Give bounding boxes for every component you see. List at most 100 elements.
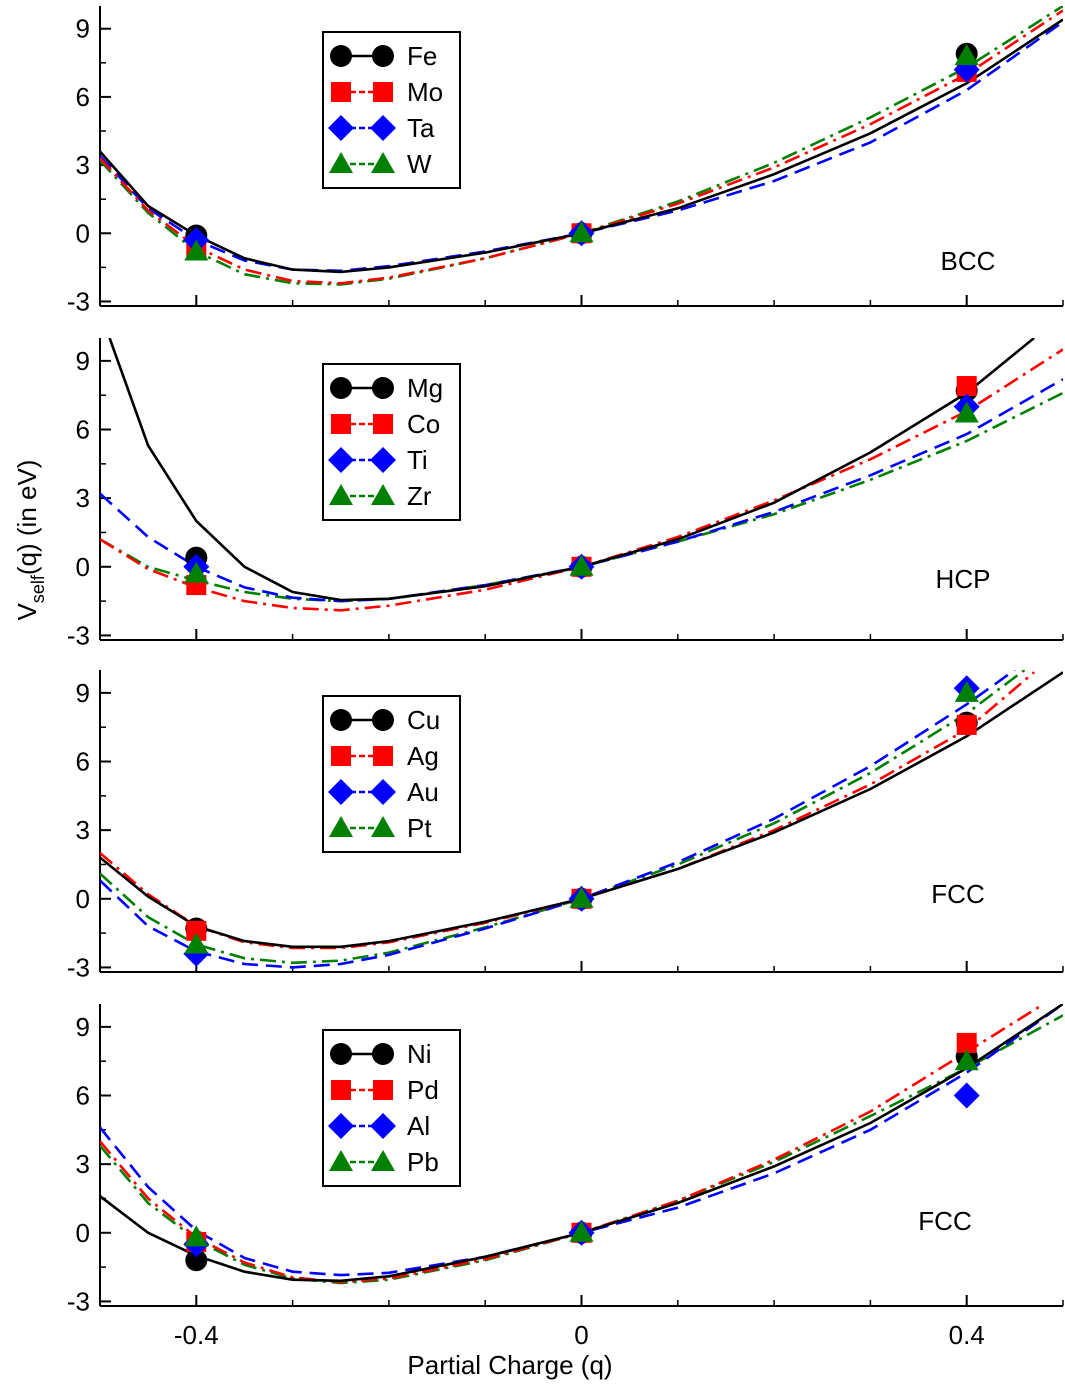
x-tick-label: 0.4: [949, 1320, 985, 1350]
legend-marker-pd: [373, 1080, 393, 1100]
legend-marker-w: [371, 152, 395, 173]
data-point-al: [953, 1082, 980, 1109]
data-points: [183, 1032, 980, 1272]
data-point-ag: [956, 714, 977, 735]
data-point-pt: [954, 680, 979, 702]
data-point-pt: [184, 932, 209, 954]
structure-label: FCC: [931, 879, 984, 909]
series-line-mg: [108, 338, 1035, 602]
y-tick-label: 6: [76, 82, 90, 112]
x-tick-label: 0: [574, 1320, 588, 1350]
x-axis-label: Partial Charge (q): [407, 1350, 612, 1380]
data-point-pb: [569, 1220, 594, 1242]
y-axis-label-rest: (q) (in eV): [12, 460, 42, 576]
legend-marker-ta: [328, 115, 354, 141]
legend-label: Ti: [407, 445, 428, 475]
series-line-pt: [100, 670, 1026, 965]
panel-4: -3 0 3 6 9 -0.4 0 0.4 FCC Ni Pd Al Pb: [67, 1004, 1064, 1350]
data-point-co: [956, 376, 977, 397]
legend-marker-pt: [371, 816, 395, 837]
data-point-pb: [954, 1049, 979, 1071]
legend-label: Pd: [407, 1075, 439, 1105]
x-tick-label: -0.4: [174, 1320, 219, 1350]
y-tick-label: 3: [76, 815, 90, 845]
series-line-ag: [100, 671, 1035, 950]
legend-marker-cu: [330, 709, 352, 731]
legend-label: W: [407, 149, 432, 179]
legend: Ni Pd Al Pb: [322, 1029, 461, 1187]
legend-marker-pb: [329, 1150, 353, 1171]
y-tick-label: 0: [76, 552, 90, 582]
structure-label: HCP: [936, 564, 991, 594]
legend-marker-zr: [329, 484, 353, 505]
data-point-pb: [184, 1225, 209, 1247]
data-point-zr: [569, 554, 594, 576]
legend: Mg Co Ti Zr: [322, 363, 461, 521]
data-point-zr: [954, 401, 979, 423]
legend-label: Fe: [407, 41, 437, 71]
y-tick-label: 3: [76, 483, 90, 513]
data-points: [183, 675, 980, 967]
y-tick-label: 3: [76, 1149, 90, 1179]
legend-marker-fe: [372, 45, 394, 67]
series-line-au: [100, 670, 1016, 969]
y-tick-label: -3: [67, 1286, 90, 1316]
data-points: [183, 42, 980, 261]
legend: Cu Ag Au Pt: [322, 695, 461, 853]
legend-marker-al: [328, 1113, 354, 1139]
y-tick-label: 9: [76, 1012, 90, 1042]
legend-marker-mg: [372, 377, 394, 399]
y-tick-label: 9: [76, 678, 90, 708]
y-tick-label: 6: [76, 415, 90, 445]
legend-label: Pb: [407, 1147, 439, 1177]
data-point-ag: [186, 920, 207, 941]
y-axis-label: Vself(q) (in eV): [12, 460, 48, 621]
legend-label: Zr: [407, 481, 432, 511]
legend-marker-au: [328, 779, 354, 805]
panel-3: -3 0 3 6 9 FCC Cu Ag Au Pt: [67, 670, 1064, 982]
legend-marker-cu: [372, 709, 394, 731]
data-point-pt: [569, 886, 594, 908]
legend-label: Mg: [407, 373, 443, 403]
legend-marker-co: [331, 414, 351, 434]
structure-label: FCC: [918, 1206, 971, 1236]
legend-marker-pt: [329, 816, 353, 837]
legend-label: Mo: [407, 77, 443, 107]
y-tick-label: 0: [76, 1218, 90, 1248]
data-point-w: [569, 221, 594, 243]
y-axis-label-sub: self: [28, 574, 48, 603]
legend-marker-co: [373, 414, 393, 434]
legend-marker-fe: [330, 45, 352, 67]
curves: [100, 670, 1063, 969]
legend-marker-ni: [330, 1043, 352, 1065]
y-tick-label: 3: [76, 150, 90, 180]
series-line-mo: [100, 9, 1063, 285]
legend-marker-ti: [370, 447, 396, 473]
data-point-w: [954, 44, 979, 65]
legend-label: Co: [407, 409, 440, 439]
legend-marker-ag: [373, 746, 393, 766]
y-tick-label: 0: [76, 218, 90, 248]
y-tick-label: 6: [76, 747, 90, 777]
legend-marker-pb: [371, 1150, 395, 1171]
series-line-pd: [100, 1004, 1045, 1284]
legend-marker-ta: [370, 115, 396, 141]
y-tick-label: -3: [67, 952, 90, 982]
legend-label: Ag: [407, 741, 439, 771]
legend-marker-ag: [331, 746, 351, 766]
data-point-pd: [956, 1032, 977, 1053]
legend-label: Au: [407, 777, 439, 807]
y-tick-label: -3: [67, 620, 90, 650]
structure-label: BCC: [941, 246, 996, 276]
data-point-ni: [185, 1249, 208, 1272]
y-axis-label-main: V: [12, 602, 42, 620]
panel-2: -3 0 3 6 9 HCP Mg Co Ti Zr: [67, 338, 1064, 650]
legend-marker-ti: [328, 447, 354, 473]
y-tick-label: -3: [67, 286, 90, 316]
y-tick-label: 9: [76, 346, 90, 376]
legend-marker-au: [370, 779, 396, 805]
legend-marker-pd: [331, 1080, 351, 1100]
y-tick-label: 6: [76, 1081, 90, 1111]
legend-marker-mg: [330, 377, 352, 399]
